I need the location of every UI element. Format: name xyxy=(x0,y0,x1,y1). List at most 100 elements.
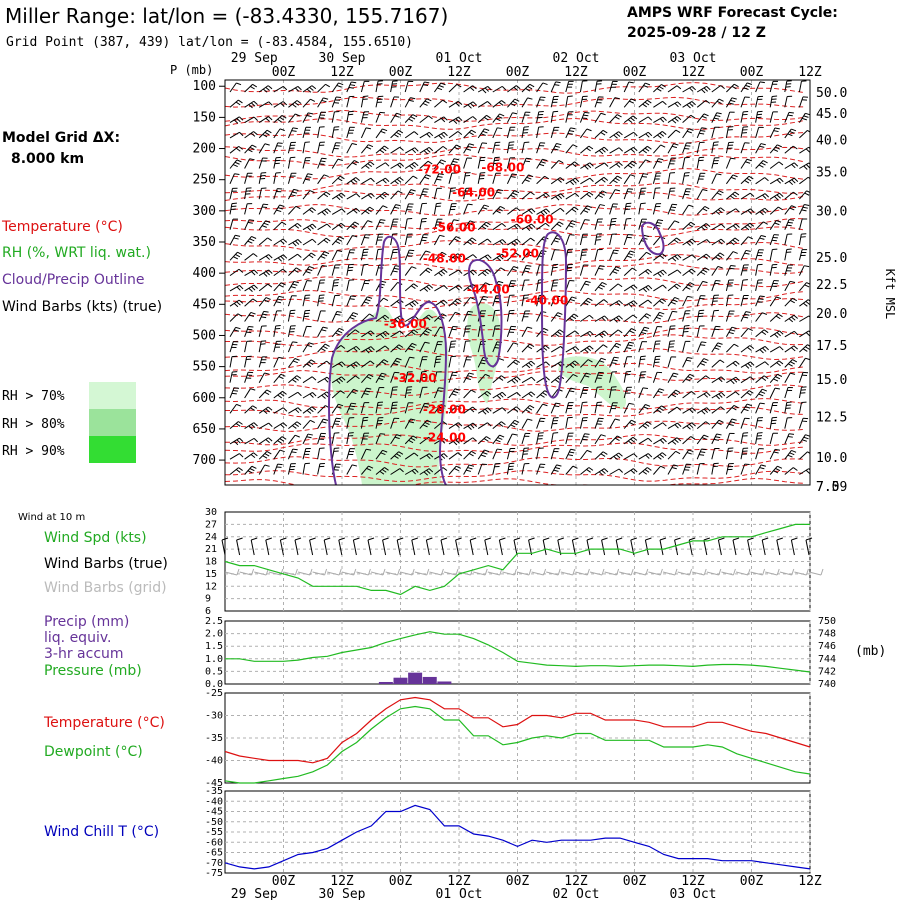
wind-barb xyxy=(404,300,419,308)
wind-barb xyxy=(623,370,632,383)
wind-barb xyxy=(740,376,755,384)
wind-barb xyxy=(653,84,666,93)
wind-barb xyxy=(740,294,749,307)
wind-barb xyxy=(755,249,764,261)
wind-barb xyxy=(404,468,419,475)
wind-barb xyxy=(594,218,603,230)
y-tick-label: 1.0 xyxy=(205,654,223,665)
bottom-date-label: 02 Oct xyxy=(553,887,600,900)
wind-barb xyxy=(725,294,734,307)
wind-barb xyxy=(375,205,388,215)
wind-barb xyxy=(331,417,341,429)
wind-barb xyxy=(682,422,696,430)
wind-barb xyxy=(565,296,577,307)
wind-barb xyxy=(580,177,594,185)
wind-barb xyxy=(769,296,782,307)
pressure-tick-label: 250 xyxy=(193,173,216,188)
temperature-contours xyxy=(225,82,806,485)
wind-barb xyxy=(434,251,447,261)
wind-barb xyxy=(433,371,442,383)
wind-barb xyxy=(623,131,638,139)
wind-barb xyxy=(711,447,720,460)
wind-barb xyxy=(346,221,360,231)
surface-wind-barb xyxy=(586,537,594,556)
wind-barb xyxy=(696,113,709,123)
cloud-outline-main xyxy=(328,235,448,485)
wind-barb xyxy=(755,221,768,231)
wind-barb xyxy=(550,432,559,444)
wind-barb xyxy=(784,330,799,338)
legend-wind: Wind Barbs (kts) (true) xyxy=(2,299,162,315)
wind-barb xyxy=(638,202,646,215)
wind-barb xyxy=(579,248,588,261)
wind-barb xyxy=(433,202,442,215)
wind-barb xyxy=(258,101,273,108)
wind-barb xyxy=(536,82,548,93)
wind-barb xyxy=(682,407,697,414)
wind-barb xyxy=(784,417,793,429)
wind-barb xyxy=(390,233,398,246)
wind-barb xyxy=(360,263,369,276)
wind-barb xyxy=(390,330,404,338)
wind-barb xyxy=(477,422,492,430)
wind-barb xyxy=(492,253,507,262)
wind-barb xyxy=(682,238,696,247)
wind-barb xyxy=(433,218,443,230)
wind-barb xyxy=(258,356,268,368)
wind-barb xyxy=(550,110,559,123)
wind-barb xyxy=(711,223,726,231)
pressure-tick-label: 350 xyxy=(193,235,216,250)
wind-barb xyxy=(609,80,618,93)
surface-wind-barb xyxy=(615,537,623,556)
wind-barb xyxy=(361,144,374,154)
wind-barb xyxy=(477,407,492,415)
wind-barb xyxy=(609,356,619,368)
temperature-contour-line xyxy=(225,204,806,216)
wind-barb xyxy=(623,284,638,292)
wind-barb xyxy=(798,434,810,445)
wind-barb xyxy=(682,221,696,231)
wind-barb xyxy=(565,144,578,154)
wind-barb xyxy=(506,342,519,353)
wind-barb xyxy=(492,127,503,139)
temperature-contour-line xyxy=(225,146,806,158)
wind-barb xyxy=(580,467,594,475)
wind-barb xyxy=(565,360,579,368)
wind-barb xyxy=(404,114,418,123)
y-tick-label: 12 xyxy=(205,581,217,592)
wind-barb xyxy=(696,391,711,399)
wind-barb xyxy=(302,207,316,215)
wind-barb xyxy=(463,172,471,184)
temperature-contour-line xyxy=(225,370,805,382)
wind-barb xyxy=(229,326,241,338)
wind-barb xyxy=(492,434,505,445)
wind-barb xyxy=(477,238,492,246)
wind-barb xyxy=(550,464,562,475)
wind-barb xyxy=(579,111,590,123)
wind-barb xyxy=(579,264,589,276)
wind-barb xyxy=(653,253,667,261)
wind-barb xyxy=(609,249,619,261)
wind-barb xyxy=(769,95,778,108)
wind-barb xyxy=(798,357,810,368)
wind-barb xyxy=(740,249,751,261)
height-tick-label: 35.0 xyxy=(816,166,847,181)
wind-barb xyxy=(331,236,345,246)
wind-barb xyxy=(433,341,443,353)
wind-barb xyxy=(434,159,446,169)
wind-barb xyxy=(448,452,463,460)
wind-barb xyxy=(273,188,283,200)
wind-barb xyxy=(375,372,387,383)
wind-barb xyxy=(331,222,346,231)
wind-barb xyxy=(390,265,401,276)
height-tick-label: 17.5 xyxy=(816,339,847,354)
pressure-tick-label: 400 xyxy=(193,266,216,281)
wind-barb xyxy=(273,114,287,123)
wind-barb xyxy=(652,371,663,383)
wind-barb xyxy=(287,463,296,475)
wind-barb xyxy=(346,279,355,292)
bottom-hour-label: 12Z xyxy=(564,874,588,889)
wind-barb xyxy=(507,252,521,261)
y-tick-label: -65 xyxy=(205,848,223,859)
wind-barb xyxy=(463,389,476,399)
